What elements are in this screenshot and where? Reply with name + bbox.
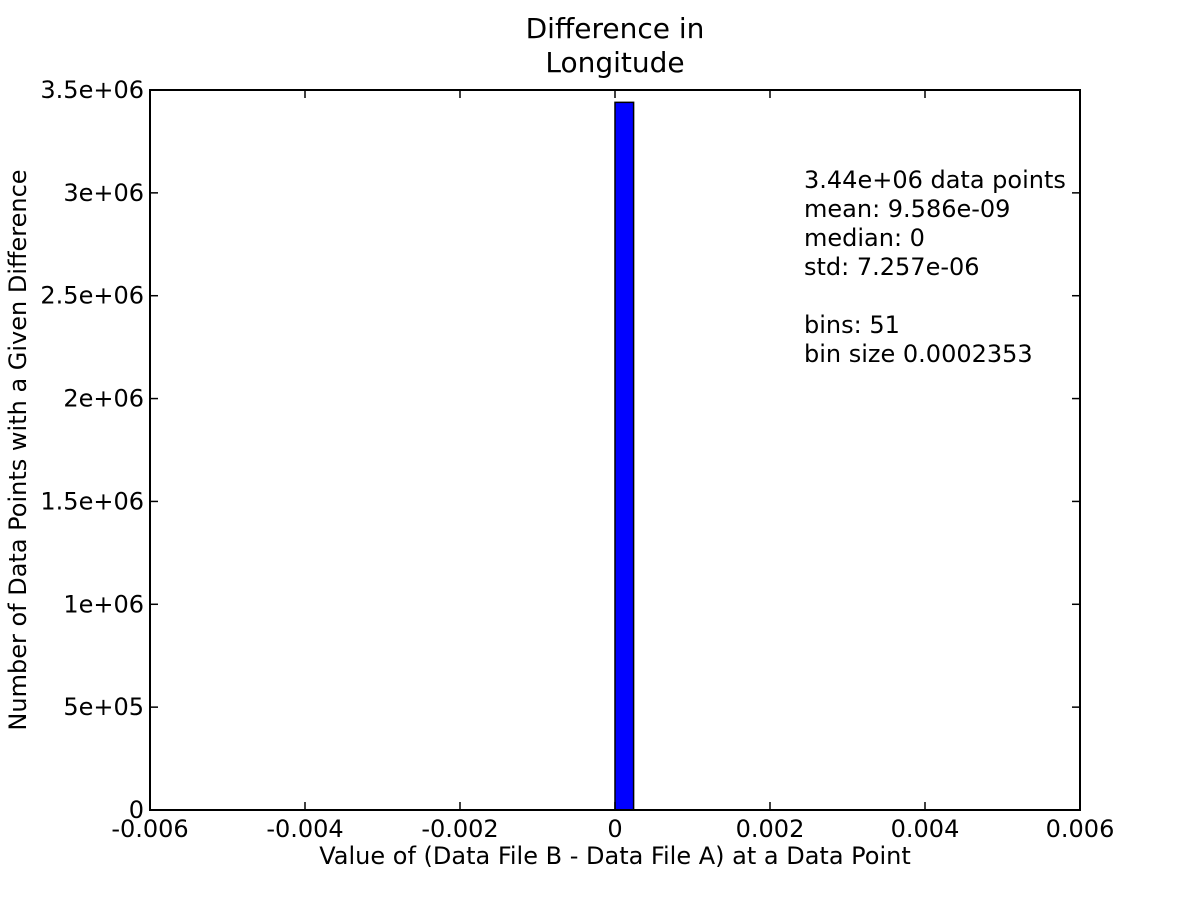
stats-annotation-line: 3.44e+06 data points — [804, 166, 1066, 194]
tick-labels-layer: -0.006 -0.004 -0.002 0 0.002 0.004 0.006 0 5e+05… — [40, 76, 1114, 843]
stats-annotation-line: mean: 9.586e-09 — [804, 195, 1010, 223]
y-axis-label: Number of Data Points with a Given Diffe… — [4, 169, 32, 730]
y-tick-label: 1e+06 — [63, 590, 144, 618]
x-tick-label: 0.002 — [736, 815, 805, 843]
chart-title-line-2: Longitude — [545, 46, 684, 79]
x-tick-label: 0.004 — [891, 815, 960, 843]
y-tick-label: 1.5e+06 — [40, 487, 144, 515]
plot-frame — [149, 89, 1081, 811]
stats-annotation-line: median: 0 — [804, 224, 925, 252]
x-tick-label: -0.002 — [421, 815, 498, 843]
stats-annotation-line: bins: 51 — [804, 311, 900, 339]
y-tick-label: 2e+06 — [63, 385, 144, 413]
y-tick-label: 5e+05 — [63, 693, 144, 721]
y-tick-label: 3e+06 — [63, 179, 144, 207]
x-tick-label: 0 — [607, 815, 622, 843]
x-tick-label: -0.004 — [266, 815, 343, 843]
histogram-bar — [614, 101, 635, 811]
x-tick-label: -0.006 — [111, 815, 188, 843]
x-tick-label: 0.006 — [1046, 815, 1115, 843]
stats-annotation-line: bin size 0.0002353 — [804, 340, 1033, 368]
y-tick-label: 2.5e+06 — [40, 282, 144, 310]
y-tick-label: 0 — [129, 796, 144, 824]
stats-annotation-line: std: 7.257e-06 — [804, 253, 980, 281]
chart-title-line-1: Difference in — [526, 12, 705, 45]
x-axis-label: Value of (Data File B - Data File A) at … — [319, 842, 911, 870]
y-tick-label: 3.5e+06 — [40, 76, 144, 104]
